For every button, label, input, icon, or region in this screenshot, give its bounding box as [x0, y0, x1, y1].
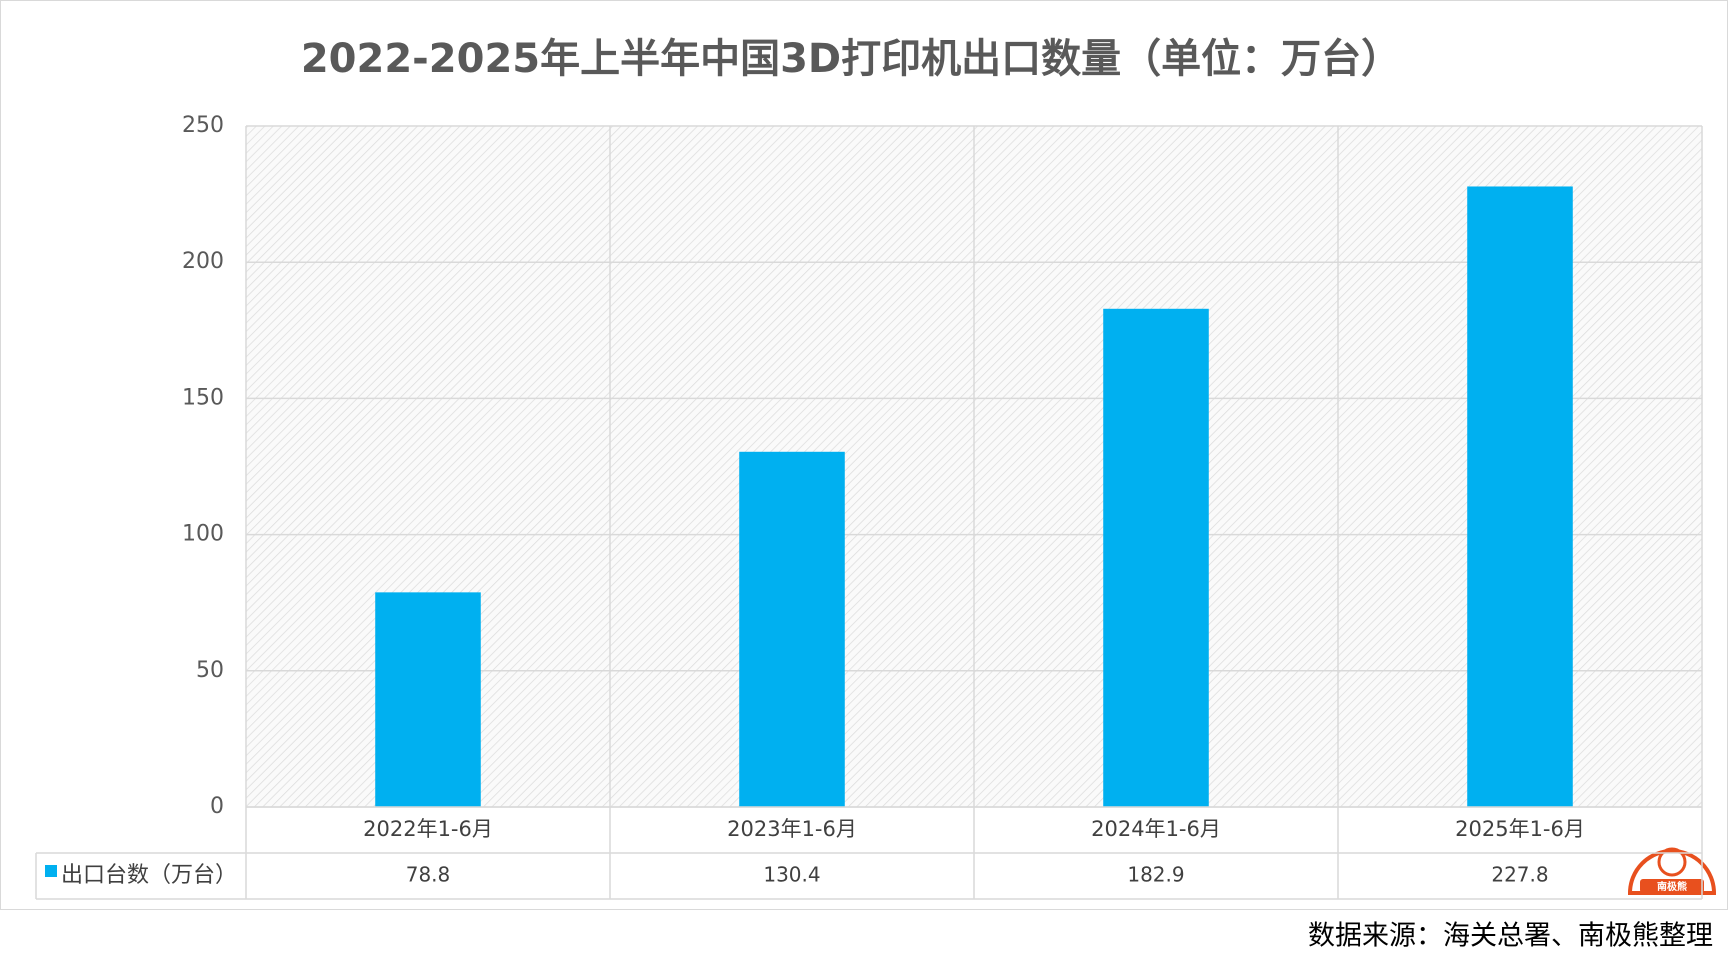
- table-value: 227.8: [1491, 863, 1548, 887]
- y-tick-label: 150: [182, 385, 224, 410]
- y-tick-label: 50: [196, 658, 224, 683]
- bar: [1467, 186, 1573, 808]
- table-value: 78.8: [406, 863, 451, 887]
- bar: [739, 451, 845, 807]
- table-value: 130.4: [763, 863, 820, 887]
- x-tick-label: 2024年1-6月: [1091, 817, 1221, 841]
- y-tick-label: 100: [182, 522, 224, 547]
- legend-label: 出口台数（万台）: [61, 863, 237, 888]
- table-value: 182.9: [1127, 863, 1184, 887]
- logo: 南极熊: [1627, 847, 1717, 895]
- y-tick-label: 200: [182, 249, 224, 274]
- legend-swatch: [45, 865, 57, 877]
- y-tick-label: 250: [182, 113, 224, 138]
- y-tick-label: 0: [210, 794, 224, 819]
- source-note: 数据来源：海关总署、南极熊整理: [1308, 921, 1713, 952]
- logo-face: [1657, 847, 1687, 877]
- chart-title: 2022-2025年上半年中国3D打印机出口数量（单位：万台）: [301, 36, 1401, 82]
- bar: [375, 592, 481, 807]
- x-tick-label: 2025年1-6月: [1455, 817, 1585, 841]
- bar: [1103, 308, 1209, 807]
- logo-band: [1640, 879, 1704, 893]
- logo-text: 南极熊: [1657, 880, 1687, 893]
- x-tick-label: 2022年1-6月: [363, 817, 493, 841]
- x-tick-label: 2023年1-6月: [727, 817, 857, 841]
